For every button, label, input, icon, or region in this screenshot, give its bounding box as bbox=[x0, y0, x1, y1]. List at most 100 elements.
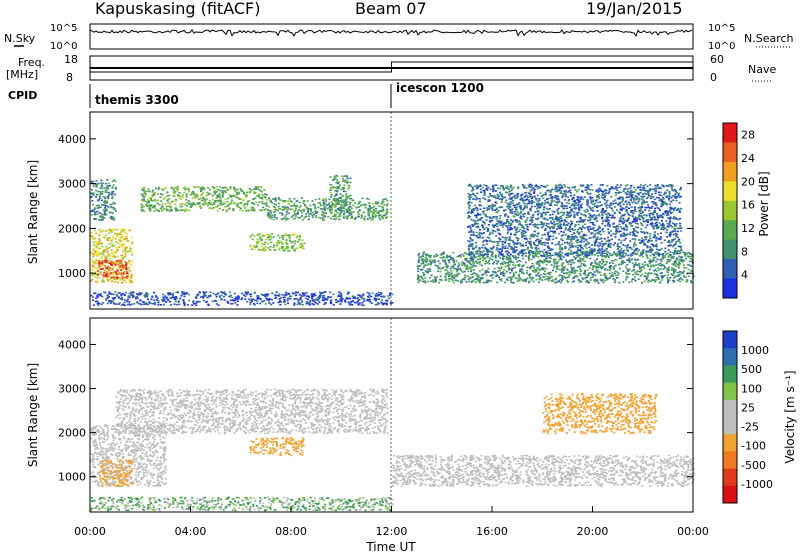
heatmap-point bbox=[105, 271, 108, 274]
heatmap-point bbox=[336, 211, 339, 214]
heatmap-point bbox=[510, 260, 513, 262]
heatmap-point bbox=[486, 236, 489, 239]
heatmap-point bbox=[570, 236, 573, 239]
heatmap-point bbox=[650, 243, 653, 245]
heatmap-point bbox=[274, 210, 277, 213]
nave-label: Nave bbox=[748, 63, 776, 76]
heatmap-point bbox=[101, 184, 104, 187]
heatmap-point bbox=[648, 189, 651, 191]
heatmap-point bbox=[212, 206, 215, 209]
heatmap-point bbox=[626, 259, 629, 261]
heatmap-point bbox=[662, 198, 665, 200]
heatmap-point bbox=[600, 237, 603, 240]
heatmap-point bbox=[601, 252, 604, 255]
heatmap-point bbox=[589, 279, 592, 281]
heatmap-point bbox=[608, 269, 611, 272]
heatmap-point bbox=[109, 278, 111, 280]
heatmap-point bbox=[96, 207, 99, 209]
heatmap-point bbox=[436, 254, 439, 257]
heatmap-point bbox=[257, 186, 260, 188]
heatmap-point bbox=[572, 252, 575, 255]
heatmap-point bbox=[322, 212, 325, 214]
heatmap-point bbox=[596, 210, 599, 212]
heatmap-point bbox=[517, 238, 520, 240]
heatmap-point bbox=[626, 264, 629, 266]
heatmap-point bbox=[592, 273, 595, 276]
heatmap-point bbox=[602, 279, 605, 281]
heatmap-point bbox=[322, 219, 324, 221]
heatmap-point bbox=[504, 281, 507, 284]
heatmap-point bbox=[680, 186, 682, 189]
heatmap-point bbox=[690, 258, 693, 260]
heatmap-point bbox=[574, 269, 577, 272]
heatmap-point bbox=[633, 241, 636, 244]
heatmap-point bbox=[175, 186, 178, 189]
heatmap-point bbox=[485, 270, 488, 273]
heatmap-point bbox=[545, 263, 548, 266]
heatmap-point bbox=[597, 190, 600, 192]
heatmap-point bbox=[257, 195, 260, 197]
heatmap-point bbox=[628, 204, 631, 206]
heatmap-point bbox=[674, 230, 677, 232]
heatmap-point bbox=[621, 255, 624, 258]
heatmap-point bbox=[561, 252, 564, 254]
heatmap-point bbox=[637, 207, 640, 209]
heatmap-point bbox=[486, 279, 489, 282]
heatmap-point bbox=[463, 263, 466, 266]
heatmap-point bbox=[613, 217, 616, 219]
heatmap-point bbox=[646, 272, 649, 275]
heatmap-point bbox=[207, 187, 210, 189]
heatmap-point bbox=[572, 267, 574, 269]
heatmap-point bbox=[470, 254, 473, 256]
heatmap-point bbox=[217, 199, 220, 202]
heatmap-point bbox=[509, 271, 512, 274]
heatmap-point bbox=[116, 249, 119, 251]
heatmap-point bbox=[325, 204, 328, 207]
heatmap-point bbox=[454, 263, 456, 266]
heatmap-point bbox=[538, 240, 540, 243]
heatmap-point bbox=[290, 205, 293, 207]
heatmap-point bbox=[563, 266, 566, 268]
heatmap-point bbox=[143, 190, 146, 192]
heatmap-point bbox=[527, 281, 530, 283]
heatmap-point bbox=[94, 261, 97, 264]
heatmap-point bbox=[452, 266, 455, 269]
heatmap-point bbox=[283, 217, 286, 219]
heatmap-point bbox=[334, 215, 337, 218]
heatmap-point bbox=[521, 279, 524, 281]
heatmap-point bbox=[298, 217, 301, 219]
heatmap-point bbox=[151, 194, 154, 196]
heatmap-point bbox=[513, 211, 516, 213]
heatmap-point bbox=[232, 195, 235, 197]
heatmap-point bbox=[108, 229, 111, 231]
heatmap-point bbox=[539, 192, 542, 194]
heatmap-point bbox=[341, 201, 343, 204]
heatmap-point bbox=[150, 197, 152, 200]
heatmap-point bbox=[252, 206, 254, 209]
heatmap-point bbox=[621, 220, 624, 223]
heatmap-point bbox=[542, 185, 545, 188]
heatmap-point bbox=[579, 268, 582, 270]
heatmap-point bbox=[125, 270, 128, 273]
heatmap-point bbox=[97, 260, 100, 262]
heatmap-point bbox=[540, 273, 543, 276]
heatmap-point bbox=[636, 270, 639, 273]
heatmap-point bbox=[107, 187, 110, 190]
heatmap-point bbox=[586, 186, 589, 189]
heatmap-point bbox=[605, 240, 608, 243]
heatmap-point bbox=[386, 211, 389, 213]
heatmap-point bbox=[437, 266, 440, 269]
heatmap-point bbox=[211, 203, 214, 206]
heatmap-point bbox=[526, 272, 528, 274]
heatmap-point bbox=[519, 260, 522, 262]
heatmap-point bbox=[608, 246, 611, 248]
heatmap-point bbox=[513, 243, 516, 246]
heatmap-point bbox=[219, 202, 222, 205]
heatmap-point bbox=[531, 262, 534, 265]
heatmap-point bbox=[548, 238, 551, 241]
heatmap-point bbox=[531, 277, 534, 279]
heatmap-point bbox=[545, 224, 548, 227]
heatmap-point bbox=[204, 200, 207, 203]
heatmap-point bbox=[567, 199, 570, 202]
heatmap-point bbox=[678, 250, 681, 252]
